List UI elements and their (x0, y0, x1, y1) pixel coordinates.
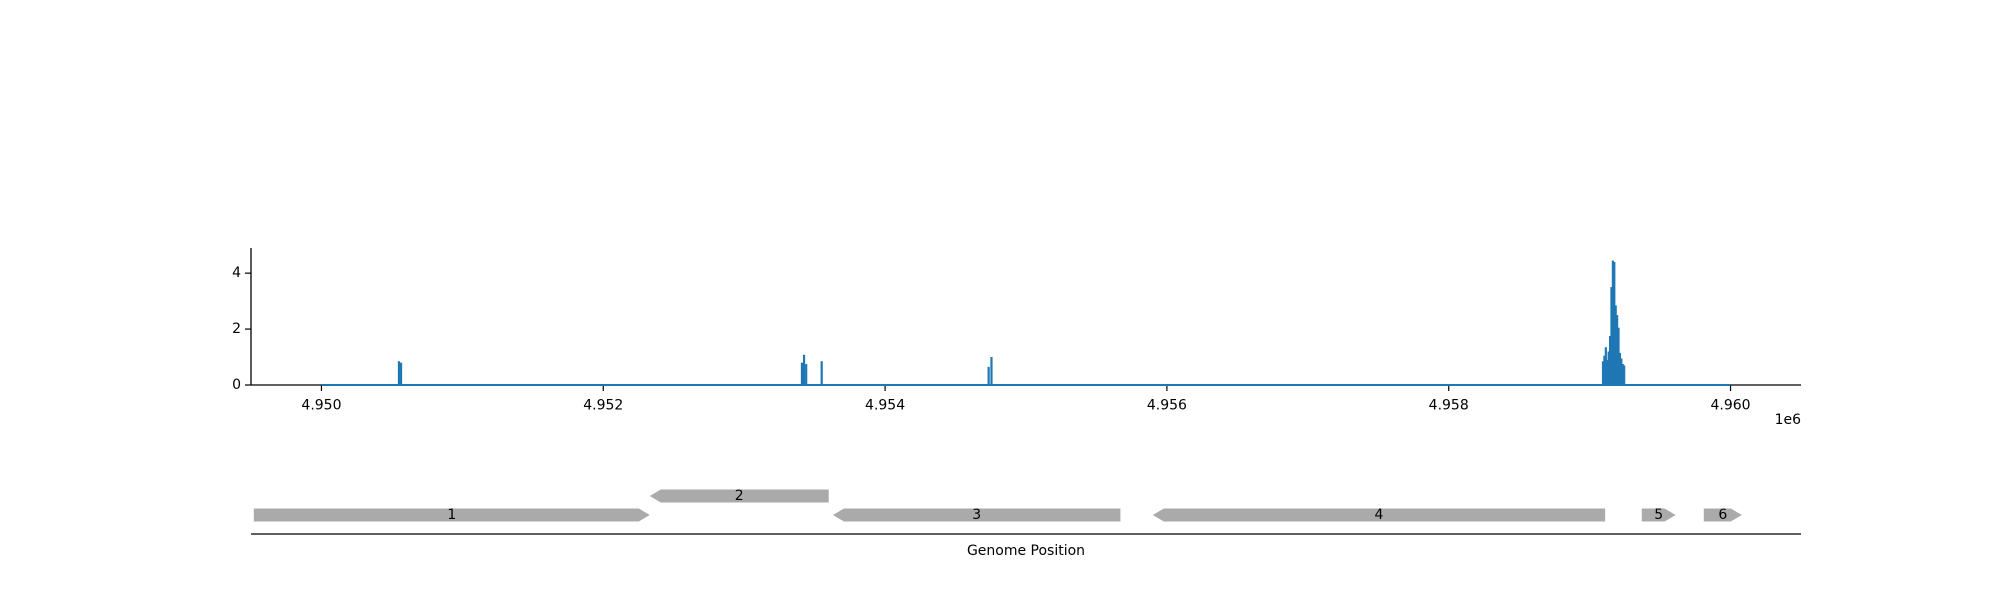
gene-arrow-6 (1703, 508, 1742, 522)
x-tick-label: 4.950 (301, 398, 341, 414)
gene-arrow-1 (253, 508, 650, 522)
gene-label: 5 (1654, 507, 1663, 523)
y-ticks: 0 2 4 (232, 265, 251, 393)
y-tick-label: 2 (232, 321, 241, 337)
gene-arrows: 1 2 3 4 5 6 (253, 488, 1742, 523)
gene-arrow-2 (649, 489, 829, 503)
x-tick-label: 4.960 (1710, 398, 1750, 414)
coverage-peaks (397, 260, 1626, 385)
x-offset-label: 1e6 (1775, 412, 1802, 428)
y-tick-label: 0 (232, 377, 241, 393)
x-tick-label: 4.954 (865, 398, 905, 414)
x-tick-label: 4.952 (583, 398, 623, 414)
gene-label: 2 (735, 488, 744, 504)
x-ticks: 4.950 4.952 4.954 4.956 4.958 4.960 (301, 385, 1751, 414)
gene-arrow-5 (1641, 508, 1676, 522)
x-axis-title: Genome Position (967, 543, 1085, 559)
y-tick-label: 4 (232, 265, 241, 281)
gene-arrow-4 (1152, 508, 1606, 522)
x-tick-label: 4.958 (1429, 398, 1469, 414)
gene-label: 1 (447, 507, 456, 523)
x-tick-label: 4.956 (1147, 398, 1187, 414)
coverage-plot-area: 0 2 4 4.950 4.952 4.954 4.956 4.958 4.960 1e6 (232, 248, 1801, 428)
gene-label: 4 (1375, 507, 1384, 523)
gene-track: 1 2 3 4 5 6 Genome Position (251, 488, 1801, 559)
gene-label: 3 (972, 507, 981, 523)
gene-label: 6 (1718, 507, 1727, 523)
gene-arrow-3 (832, 508, 1121, 522)
